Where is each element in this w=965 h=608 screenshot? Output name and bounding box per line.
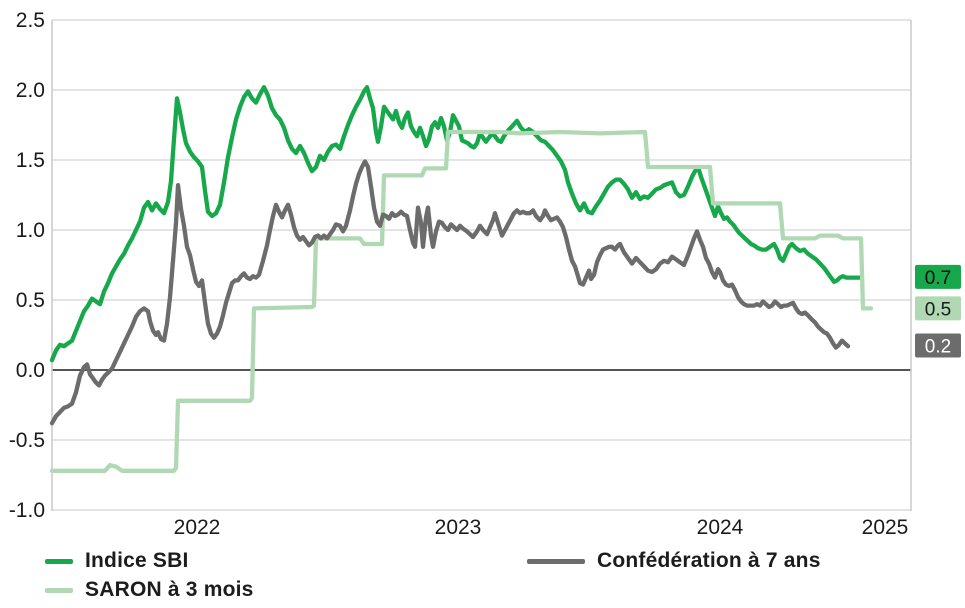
series-line-confederation-7-ans: [49, 159, 851, 426]
end-value-badge-bg-2: [915, 333, 961, 358]
legend-item-saron-3-mois: SARON à 3 mois: [45, 578, 254, 601]
end-value-badges: 0.7 0.5 0.2: [915, 264, 961, 358]
x-tick-label: 2025: [862, 516, 909, 539]
y-tick-label: 0.5: [16, 289, 45, 312]
gridlines: [52, 19, 911, 511]
y-tick-label: -1.0: [9, 499, 45, 522]
y-tick-label: 1.0: [16, 219, 45, 242]
series-line-saron-3-mois: [49, 129, 874, 473]
legend-column-left: Indice SBI SARON à 3 mois: [45, 549, 254, 608]
legend-swatch-confederation-7-ans: [527, 558, 585, 564]
plot-border: [51, 20, 912, 511]
y-tick-label: -0.5: [9, 429, 45, 452]
end-value-badge-label-1: 0.5: [925, 299, 951, 320]
legend-item-indice-sbi: Indice SBI: [45, 549, 254, 572]
x-tick-label: 2023: [435, 516, 482, 539]
x-axis-labels: 2022 2023 2024 2025: [174, 516, 909, 539]
legend-label-confederation-7-ans: Confédération à 7 ans: [597, 549, 821, 572]
series-lines: [49, 85, 874, 473]
end-value-badge-bg-0: [915, 264, 961, 289]
end-value-badge-label-2: 0.2: [925, 337, 951, 358]
end-value-badge-label-0: 0.7: [925, 268, 951, 289]
y-tick-label: 2.0: [16, 79, 45, 102]
interest-rate-line-chart: 2.52.01.51.00.50.0-0.5-1.0 2022 2023 2024 2…: [9, 9, 961, 539]
y-tick-label: 0.0: [16, 359, 45, 382]
legend-swatch-indice-sbi: [45, 558, 73, 564]
y-tick-label: 2.5: [16, 9, 45, 32]
legend-column-right: Confédération à 7 ans: [527, 549, 821, 579]
y-tick-label: 1.5: [16, 149, 45, 172]
legend-item-confederation-7-ans: Confédération à 7 ans: [527, 549, 821, 572]
y-axis-labels: 2.5 2.0 1.5 1.0 0.5 0.0 -0.5 -1.0: [9, 9, 45, 522]
legend-swatch-saron-3-mois: [45, 587, 73, 593]
x-tick-label: 2022: [174, 516, 221, 539]
series-line-indice-sbi: [49, 85, 863, 363]
legend-label-indice-sbi: Indice SBI: [85, 549, 189, 572]
end-value-badge-bg-1: [915, 296, 961, 321]
legend-label-saron-3-mois: SARON à 3 mois: [85, 578, 254, 601]
x-tick-label: 2024: [697, 516, 744, 539]
